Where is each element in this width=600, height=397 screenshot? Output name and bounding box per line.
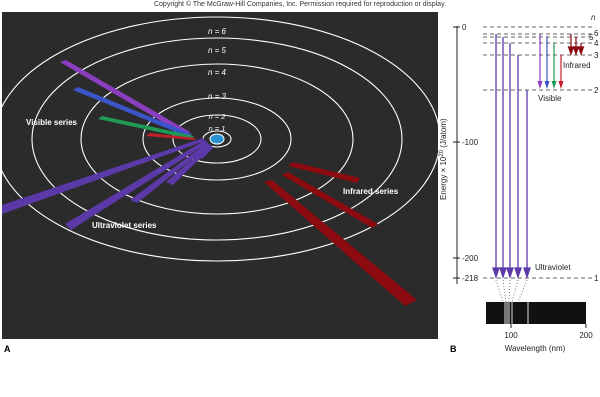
beam-visible-green [98, 116, 194, 139]
uv-arrow-4 [506, 267, 514, 280]
orbit-label-4: n = 4 [208, 68, 227, 77]
orbit-rings [0, 16, 441, 262]
orbit-label-2: n = 2 [209, 112, 227, 121]
beam-uv-2 [65, 140, 208, 230]
panel-b-label: B [450, 344, 457, 354]
orbit-labels: n = 6 n = 5 n = 4 n = 3 n = 2 n = 1 [208, 27, 227, 133]
beam-ir-1 [264, 180, 417, 306]
orbit-ring-5 [31, 37, 403, 241]
n-header: n [591, 13, 596, 22]
tick-label-minus-218: -218 [462, 274, 479, 283]
level-label-3: 3 [594, 51, 599, 60]
projection-lines [495, 279, 528, 303]
visible-arrow-4 [551, 81, 557, 89]
wavelength-label: Wavelength (nm) [505, 344, 566, 353]
uv-arrow-5 [499, 267, 507, 280]
energy-diagram: 0 -100 -200 -218 Energy × 1020 (J/atom) … [439, 13, 599, 353]
uv-arrow-3 [514, 267, 522, 280]
ir-arrow-5 [572, 46, 580, 56]
spectrum-tick-label-200: 200 [579, 331, 593, 340]
visible-arrow-3 [558, 81, 564, 89]
ultraviolet-series-label: Ultraviolet series [92, 221, 157, 230]
spectrum-bar [486, 302, 586, 324]
visible-arrow-5 [544, 81, 550, 89]
uv-arrow-2 [523, 267, 531, 280]
visible-series-label: Visible series [26, 118, 78, 127]
tick-label-minus-100: -100 [462, 138, 479, 147]
visible-arrow-6 [537, 81, 543, 89]
orbit-label-3: n = 3 [208, 92, 227, 101]
infrared-series-label: Infrared series [343, 187, 399, 196]
visible-label: Visible [538, 94, 562, 103]
copyright-notice: Copyright © The McGraw-Hill Companies, I… [153, 1, 446, 8]
beam-visible-violet [60, 60, 190, 135]
nucleus [209, 133, 225, 145]
orbit-label-6: n = 6 [208, 27, 227, 36]
spectrum-tick-label-100: 100 [504, 331, 518, 340]
infrared-series-beams [264, 162, 417, 306]
beam-uv-1 [2, 138, 205, 214]
tick-label-minus-200: -200 [462, 254, 479, 263]
uv-arrow-6 [492, 267, 500, 280]
beam-ir-2 [282, 172, 378, 228]
ultraviolet-label: Ultraviolet [535, 263, 571, 272]
orbit-ring-3 [142, 97, 292, 181]
beam-ir-3 [288, 162, 360, 183]
infrared-label: Infrared [563, 61, 591, 70]
level-label-4: 4 [594, 39, 599, 48]
orbit-ring-2 [172, 114, 262, 164]
ir-arrow-6 [567, 46, 575, 56]
tick-label-0: 0 [462, 23, 467, 32]
ultraviolet-series-beams [2, 138, 214, 230]
ir-arrow-4 [577, 46, 585, 56]
level-label-5: 5 [589, 33, 594, 42]
orbit-label-5: n = 5 [208, 46, 227, 55]
uv-transitions [492, 34, 531, 280]
panel-a-label: A [4, 344, 11, 354]
visible-series-beams [60, 60, 196, 140]
energy-axis-label: Energy × 1020 (J/atom) [439, 118, 448, 200]
orbit-ring-4 [80, 63, 354, 215]
beam-visible-red [146, 133, 196, 140]
level-label-2: 2 [594, 86, 599, 95]
orbit-label-1: n = 1 [209, 124, 226, 133]
level-label-6: 6 [594, 29, 599, 38]
beam-uv-3 [130, 143, 210, 203]
beam-visible-blue [73, 87, 192, 137]
spectrum-lines [504, 302, 529, 324]
orbit-ring-6 [0, 16, 441, 262]
beam-uv-6 [197, 147, 214, 159]
infrared-transitions [567, 34, 585, 56]
level-label-1: 1 [594, 274, 599, 283]
